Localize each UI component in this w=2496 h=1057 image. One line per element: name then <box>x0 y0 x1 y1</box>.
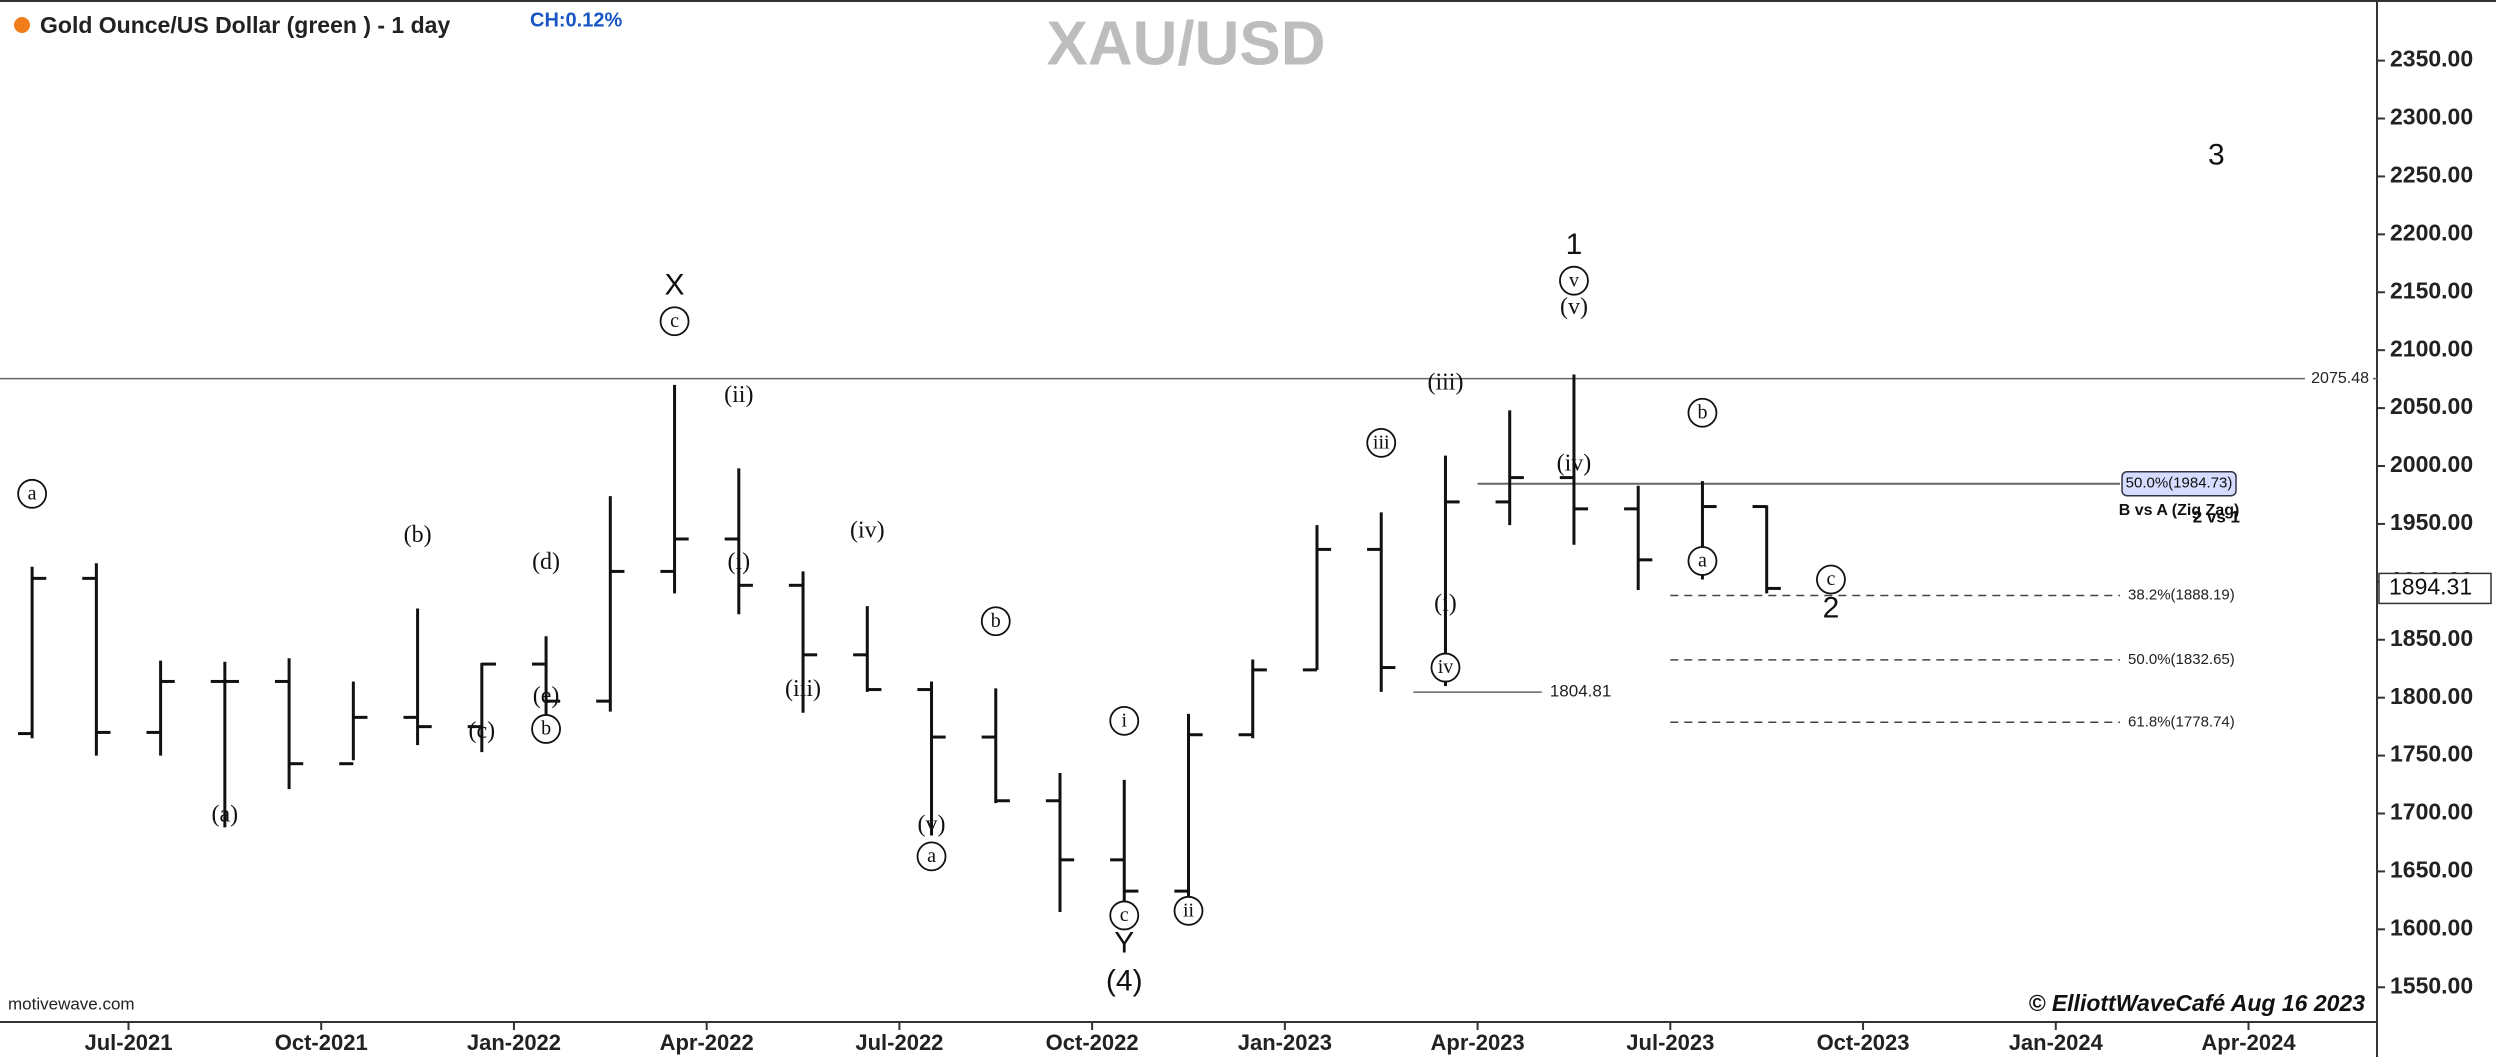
wave-circle <box>531 714 561 744</box>
wave-label: b <box>541 718 551 740</box>
wave-label: a <box>927 845 936 867</box>
wave-label: i <box>1121 709 1127 731</box>
y-tick-label: 2150.00 <box>2390 277 2473 303</box>
watermark: XAU/USD <box>1046 9 1325 78</box>
level-label: 50.0%(1984.73) <box>2126 475 2233 492</box>
wave-label: (d) <box>532 549 560 575</box>
wave-label-major: Y <box>1114 926 1134 959</box>
wave-circle <box>659 306 690 337</box>
x-tick-label: Oct-2021 <box>275 1030 368 1055</box>
y-tick-label: 1950.00 <box>2390 509 2473 535</box>
y-tick-label: 1700.00 <box>2390 799 2473 825</box>
credit: © ElliottWaveCafé Aug 16 2023 <box>2028 990 2365 1016</box>
wave-circle <box>1430 652 1461 683</box>
wave-label: (c) <box>469 718 496 744</box>
y-tick-label: 2300.00 <box>2390 104 2473 130</box>
y-tick-label: 2250.00 <box>2390 162 2473 188</box>
wave-label: c <box>1826 568 1835 590</box>
wave-label: iii <box>1373 431 1390 453</box>
wave-label: c <box>1120 904 1129 926</box>
wave-label: (ii) <box>724 382 753 408</box>
wave-label-major: 1 <box>1566 228 1583 261</box>
level-label: 38.2%(1888.19) <box>2128 586 2235 603</box>
wave-label: (i) <box>1434 591 1457 617</box>
y-tick-label: 1850.00 <box>2390 625 2473 651</box>
x-tick-label: Apr-2022 <box>660 1030 754 1055</box>
wave-label: c <box>670 310 679 332</box>
series-dot <box>14 17 30 33</box>
x-tick-label: Jul-2021 <box>84 1030 172 1055</box>
x-tick-label: Apr-2023 <box>1431 1030 1525 1055</box>
wave-circle <box>17 478 48 509</box>
last-price-box <box>2378 572 2492 605</box>
wave-label: (a) <box>212 801 239 827</box>
level-note: B vs A (Zig Zag) <box>2119 502 2240 519</box>
x-tick-label: Jul-2023 <box>1626 1030 1714 1055</box>
y-tick-label: 2350.00 <box>2390 46 2473 72</box>
x-tick-label: Jan-2022 <box>467 1030 561 1055</box>
wave-circle <box>916 841 947 872</box>
level-label: 2075.48 <box>2311 370 2369 387</box>
chart-title: Gold Ounce/US Dollar (green ) - 1 day <box>40 12 450 38</box>
wave-label: (iii) <box>1427 369 1463 395</box>
wave-label: (iv) <box>1557 450 1592 476</box>
y-tick-label: 2200.00 <box>2390 219 2473 245</box>
wave-label: a <box>28 482 37 504</box>
x-tick-label: Oct-2023 <box>1817 1030 1910 1055</box>
wave-circle <box>1687 397 1718 428</box>
wave-circle <box>1366 427 1397 458</box>
y-tick-label: 1800.00 <box>2390 683 2473 709</box>
wave-label: (i) <box>727 549 750 575</box>
wave-label: (iv) <box>850 518 885 544</box>
wave-label: b <box>991 610 1001 632</box>
y-tick-label: 1550.00 <box>2390 972 2473 998</box>
level-label: 61.8%(1778.74) <box>2128 713 2235 730</box>
note-label: 2 vs 1 <box>2193 508 2240 527</box>
wave-circle <box>1687 546 1718 576</box>
wave-label: (iii) <box>785 676 821 702</box>
wave-label: iv <box>1438 656 1454 678</box>
wave-label: ii <box>1183 899 1195 921</box>
wave-circle <box>1109 705 1140 736</box>
wave-label: (v) <box>1560 294 1588 320</box>
wave-circle <box>1816 564 1846 595</box>
wave-circle <box>1559 265 1589 296</box>
wave-label: (v) <box>918 812 946 838</box>
y-tick-label: 2100.00 <box>2390 335 2473 361</box>
wave-circle <box>980 606 1011 637</box>
wave-label-major: 2 <box>1823 592 1840 625</box>
level-label-bg <box>2305 367 2373 390</box>
x-tick-label: Jan-2024 <box>2009 1030 2104 1055</box>
wave-circle <box>1173 895 1204 926</box>
x-tick-label: Jul-2022 <box>855 1030 943 1055</box>
y-tick-label: 1750.00 <box>2390 741 2473 767</box>
wave-label: b <box>1697 401 1707 423</box>
wave-label: a <box>1698 550 1707 572</box>
y-tick-label: 1650.00 <box>2390 856 2473 882</box>
wave-label-major: (4) <box>1106 965 1143 998</box>
wave-label: (e) <box>533 683 560 709</box>
x-tick-label: Apr-2024 <box>2201 1030 2296 1055</box>
x-tick-label: Jan-2023 <box>1238 1030 1332 1055</box>
wave-circle <box>1109 900 1140 931</box>
change: CH:0.12% <box>530 9 622 31</box>
level-label: 1804.81 <box>1550 682 1611 701</box>
y-tick-label: 2050.00 <box>2390 393 2473 419</box>
y-tick-label: 2000.00 <box>2390 451 2473 477</box>
source: motivewave.com <box>8 994 135 1013</box>
wave-label: v <box>1569 269 1579 291</box>
level-label: 50.0%(1832.65) <box>2128 651 2235 668</box>
wave-label: (b) <box>404 522 432 548</box>
level-label-box <box>2121 470 2237 497</box>
last-price: 1894.31 <box>2389 574 2472 600</box>
y-tick-label: 1600.00 <box>2390 914 2473 940</box>
wave-label-major: X <box>665 268 685 301</box>
wave-label-major: 3 <box>2208 139 2225 172</box>
x-tick-label: Oct-2022 <box>1046 1030 1139 1055</box>
